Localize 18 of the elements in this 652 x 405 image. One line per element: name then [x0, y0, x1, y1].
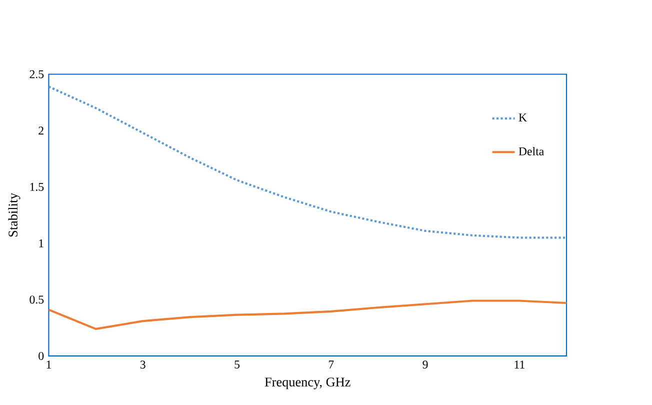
x-tick-label: 5 [234, 360, 240, 369]
x-tick-label: 1 [46, 360, 51, 369]
y-tick-label: 2.5 [30, 70, 44, 78]
line-series [48, 86, 567, 239]
y-tick-label: 1.5 [30, 183, 44, 192]
x-axis-title: Frequency, GHz [264, 378, 350, 390]
x-tick-label: 9 [422, 360, 428, 369]
x-tick-label: 7 [328, 360, 334, 369]
legend-label: Delta [518, 147, 544, 156]
y-tick-label: 0 [38, 352, 44, 360]
line-series [48, 300, 567, 330]
legend-label: K [518, 114, 527, 122]
y-axis-title: Stability [8, 192, 20, 237]
y-tick-label: 0.5 [30, 296, 44, 304]
y-tick-label: 2 [38, 126, 44, 135]
x-tick-label: 3 [140, 360, 146, 369]
y-tick-label: 1 [39, 240, 44, 248]
x-tick-label: 11 [514, 360, 524, 369]
